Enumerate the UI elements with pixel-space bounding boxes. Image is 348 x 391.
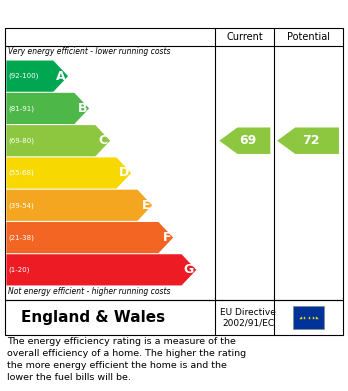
- Text: 69: 69: [239, 134, 256, 147]
- Text: D: D: [119, 167, 129, 179]
- Text: A: A: [56, 70, 66, 83]
- Bar: [293, 306, 324, 329]
- Text: 72: 72: [302, 134, 319, 147]
- Text: F: F: [163, 231, 171, 244]
- Text: B: B: [77, 102, 87, 115]
- Text: The energy efficiency rating is a measure of the
overall efficiency of a home. T: The energy efficiency rating is a measur…: [7, 337, 246, 382]
- Text: (39-54): (39-54): [8, 202, 34, 208]
- Polygon shape: [6, 125, 110, 156]
- Polygon shape: [6, 61, 68, 92]
- Polygon shape: [6, 93, 89, 124]
- Text: (1-20): (1-20): [8, 267, 30, 273]
- Text: (55-68): (55-68): [8, 170, 34, 176]
- Text: Energy Efficiency Rating: Energy Efficiency Rating: [10, 7, 213, 22]
- Polygon shape: [6, 254, 196, 285]
- Text: (92-100): (92-100): [8, 73, 39, 79]
- Text: Very energy efficient - lower running costs: Very energy efficient - lower running co…: [8, 47, 171, 56]
- Text: (69-80): (69-80): [8, 138, 34, 144]
- Text: Current: Current: [227, 32, 263, 42]
- Polygon shape: [6, 158, 131, 188]
- Text: Not energy efficient - higher running costs: Not energy efficient - higher running co…: [8, 287, 171, 296]
- Text: C: C: [99, 134, 108, 147]
- Text: (21-38): (21-38): [8, 234, 34, 241]
- Polygon shape: [6, 222, 173, 253]
- Text: (81-91): (81-91): [8, 105, 34, 112]
- Text: EU Directive
2002/91/EC: EU Directive 2002/91/EC: [220, 308, 276, 327]
- Text: Potential: Potential: [287, 32, 330, 42]
- Text: England & Wales: England & Wales: [21, 310, 165, 325]
- Text: E: E: [141, 199, 150, 212]
- Polygon shape: [219, 127, 270, 154]
- Text: G: G: [184, 264, 194, 276]
- Polygon shape: [6, 190, 152, 221]
- Polygon shape: [277, 127, 339, 154]
